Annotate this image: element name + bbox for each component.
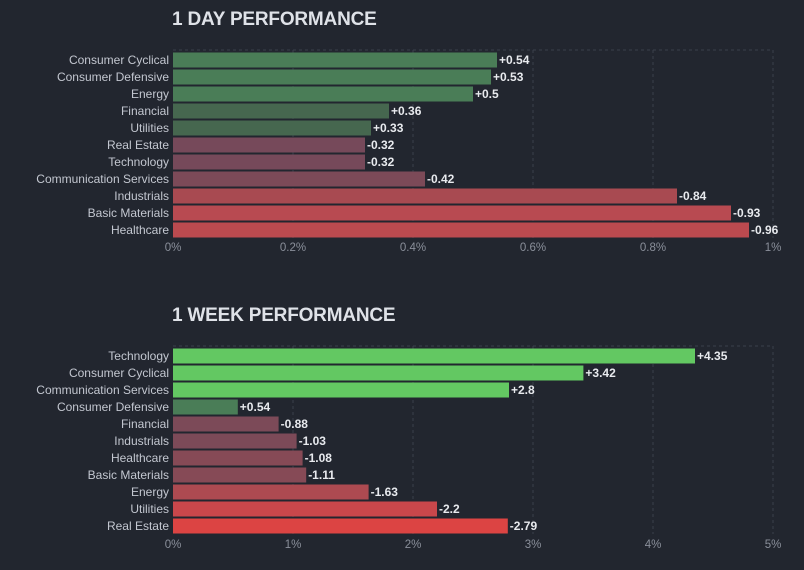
- bar: [173, 69, 491, 85]
- bar: [173, 137, 365, 153]
- category-label: Energy: [131, 485, 169, 499]
- data-label: +0.54: [240, 400, 271, 414]
- bar: [173, 501, 437, 517]
- bar: [173, 365, 584, 381]
- x-tick-label: 4%: [645, 539, 662, 551]
- data-label: +0.54: [499, 53, 530, 67]
- category-label: Real Estate: [107, 138, 169, 152]
- category-label: Healthcare: [111, 223, 169, 237]
- data-label: -0.88: [281, 417, 309, 431]
- data-label: -0.32: [367, 138, 395, 152]
- category-label: Industrials: [114, 434, 169, 448]
- x-tick-label: 0%: [165, 539, 182, 551]
- x-tick-label: 0.2%: [280, 242, 306, 254]
- x-tick-label: 3%: [525, 539, 542, 551]
- category-label: Real Estate: [107, 519, 169, 533]
- category-label: Utilities: [130, 121, 169, 135]
- data-label: -0.32: [367, 155, 395, 169]
- x-tick-label: 0%: [165, 242, 182, 254]
- x-tick-label: 1%: [765, 242, 782, 254]
- bar: [173, 399, 238, 415]
- data-label: +2.8: [511, 383, 535, 397]
- category-label: Financial: [121, 417, 169, 431]
- data-label: -1.63: [371, 485, 399, 499]
- category-label: Basic Materials: [88, 206, 169, 220]
- data-label: -1.08: [305, 451, 333, 465]
- data-label: -1.11: [308, 468, 335, 482]
- data-label: -2.2: [439, 502, 460, 516]
- bar: [173, 416, 279, 432]
- category-label: Healthcare: [111, 451, 169, 465]
- x-tick-label: 0.6%: [520, 242, 546, 254]
- category-label: Communication Services: [36, 172, 169, 186]
- category-label: Communication Services: [36, 383, 169, 397]
- bar: [173, 154, 365, 170]
- category-label: Financial: [121, 104, 169, 118]
- category-label: Consumer Defensive: [57, 70, 169, 84]
- chart-1-day-performance: 0% 0.2% 0.4% 0.6% 0.8% 1% Consumer Cyclical +0.…: [36, 49, 782, 254]
- category-label: Technology: [108, 349, 169, 363]
- bar: [173, 518, 508, 534]
- category-label: Consumer Defensive: [57, 400, 169, 414]
- bar: [173, 103, 389, 119]
- category-label: Basic Materials: [88, 468, 169, 482]
- category-label: Energy: [131, 87, 169, 101]
- category-label: Consumer Cyclical: [69, 366, 169, 380]
- data-label: -2.79: [510, 519, 538, 533]
- data-label: +0.5: [475, 87, 499, 101]
- bar: [173, 222, 749, 238]
- category-label: Consumer Cyclical: [69, 53, 169, 67]
- category-label: Utilities: [130, 502, 169, 516]
- bar: [173, 52, 497, 68]
- data-label: +0.36: [391, 104, 422, 118]
- data-label: +0.53: [493, 70, 524, 84]
- data-label: +0.33: [373, 121, 404, 135]
- category-label: Industrials: [114, 189, 169, 203]
- bar: [173, 382, 509, 398]
- bar: [173, 484, 369, 500]
- bar: [173, 86, 473, 102]
- bar: [173, 171, 425, 187]
- data-label: -0.93: [733, 206, 761, 220]
- bar: [173, 188, 677, 204]
- bar: [173, 450, 303, 466]
- chart-title-1-week: 1 WEEK PERFORMANCE: [172, 305, 396, 326]
- x-tick-label: 0.4%: [400, 242, 426, 254]
- chart-title-1-day: 1 DAY PERFORMANCE: [172, 9, 377, 30]
- data-label: +3.42: [585, 366, 616, 380]
- bar: [173, 205, 731, 221]
- data-label: -0.96: [751, 223, 779, 237]
- x-tick-label: 2%: [405, 539, 422, 551]
- bar: [173, 467, 307, 483]
- data-label: -0.42: [427, 172, 455, 186]
- data-label: -1.03: [299, 434, 327, 448]
- data-label: +4.35: [697, 349, 728, 363]
- bar: [173, 120, 371, 136]
- x-tick-label: 1%: [285, 539, 302, 551]
- bar: [173, 433, 297, 449]
- data-label: -0.84: [679, 189, 707, 203]
- category-label: Technology: [108, 155, 169, 169]
- x-tick-label: 0.8%: [640, 242, 666, 254]
- bar: [173, 348, 695, 364]
- x-tick-label: 5%: [765, 539, 782, 551]
